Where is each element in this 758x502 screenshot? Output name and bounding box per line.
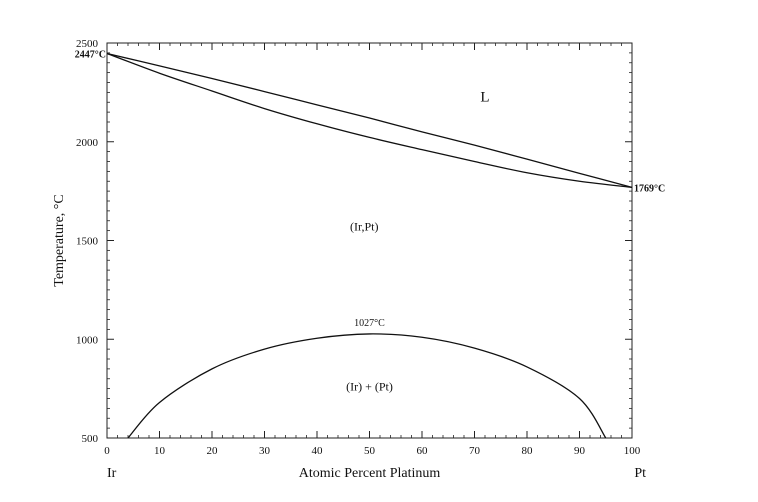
x-tick-label: 90 <box>574 445 586 457</box>
x-tick-label: 40 <box>312 445 324 457</box>
x-tick-label: 0 <box>104 445 110 457</box>
x-tick-label: 70 <box>469 445 481 457</box>
major-ticks <box>106 42 633 439</box>
annotation-label: L <box>480 89 489 105</box>
annotation-label: (Ir,Pt) <box>350 220 379 234</box>
liquidus-curve <box>106 52 633 188</box>
x-tick-label: 20 <box>207 445 219 457</box>
annotation-label: 2447°C <box>75 49 106 60</box>
y-tick-label: 1000 <box>76 334 99 346</box>
x-end-label-ir: Ir <box>107 466 117 481</box>
y-tick-label: 1500 <box>76 236 99 248</box>
x-end-label-pt: Pt <box>634 466 646 481</box>
y-tick-label: 2500 <box>76 38 99 50</box>
x-tick-label: 100 <box>624 445 641 457</box>
y-tick-label: 2000 <box>76 137 99 149</box>
x-tick-label: 80 <box>522 445 534 457</box>
x-axis-title: Atomic Percent Platinum <box>299 466 441 481</box>
annotation-label: (Ir) + (Pt) <box>346 380 393 394</box>
y-tick-label: 500 <box>82 433 99 445</box>
x-tick-label: 10 <box>154 445 166 457</box>
solidus-curve <box>106 52 633 189</box>
x-tick-labels: 0 10 20 30 40 50 60 70 80 90 100 <box>104 445 641 457</box>
y-tick-labels: 500 1000 1500 2000 2500 <box>76 38 99 445</box>
annotation-label: 1027°C <box>354 318 385 329</box>
y-axis-title: Temperature, °C <box>52 194 67 286</box>
x-tick-label: 30 <box>259 445 271 457</box>
x-tick-label: 60 <box>417 445 429 457</box>
miscibility-gap-curve <box>127 333 607 439</box>
phase-curves <box>106 52 633 439</box>
x-tick-label: 50 <box>364 445 376 457</box>
annotations: 2447°C 1769°C 1027°C L (Ir,Pt) (Ir) + (Pt) <box>75 49 665 393</box>
annotation-label: 1769°C <box>634 183 665 194</box>
